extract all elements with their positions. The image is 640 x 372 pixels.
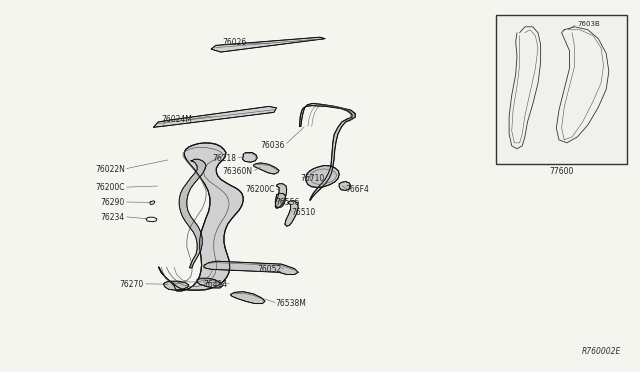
Polygon shape <box>253 163 279 174</box>
Text: 76414: 76414 <box>203 280 227 289</box>
Polygon shape <box>164 281 189 290</box>
Text: 76360N: 76360N <box>223 167 253 176</box>
Polygon shape <box>339 182 351 190</box>
Polygon shape <box>230 292 265 304</box>
Text: 76200C: 76200C <box>95 183 125 192</box>
Polygon shape <box>211 37 325 52</box>
Text: 766F4: 766F4 <box>346 185 369 194</box>
Polygon shape <box>154 106 276 127</box>
Text: 76510: 76510 <box>291 208 316 217</box>
Text: 76036: 76036 <box>260 141 285 150</box>
Text: 76200C: 76200C <box>246 185 275 194</box>
Polygon shape <box>197 278 223 288</box>
Text: 77600: 77600 <box>550 167 574 176</box>
Polygon shape <box>204 261 298 275</box>
Polygon shape <box>179 159 206 268</box>
Text: 76538M: 76538M <box>275 299 306 308</box>
Text: 76024M: 76024M <box>161 115 192 124</box>
Text: 76290: 76290 <box>100 198 125 207</box>
Polygon shape <box>275 193 285 208</box>
Text: 76022N: 76022N <box>95 165 125 174</box>
Polygon shape <box>275 184 287 208</box>
Text: 76026: 76026 <box>222 38 246 47</box>
Polygon shape <box>300 103 355 200</box>
Text: 76234: 76234 <box>100 213 125 222</box>
Polygon shape <box>285 201 298 226</box>
Bar <box>496 15 627 164</box>
Text: 76270: 76270 <box>120 280 144 289</box>
Text: 76556: 76556 <box>275 198 300 207</box>
Text: 7603B: 7603B <box>577 21 600 27</box>
Polygon shape <box>159 143 243 291</box>
Polygon shape <box>243 153 257 162</box>
Text: 76052: 76052 <box>257 265 282 274</box>
Text: 76218: 76218 <box>212 154 237 163</box>
Text: R760002E: R760002E <box>581 347 621 356</box>
Polygon shape <box>306 166 339 187</box>
Text: 76710: 76710 <box>301 174 325 183</box>
